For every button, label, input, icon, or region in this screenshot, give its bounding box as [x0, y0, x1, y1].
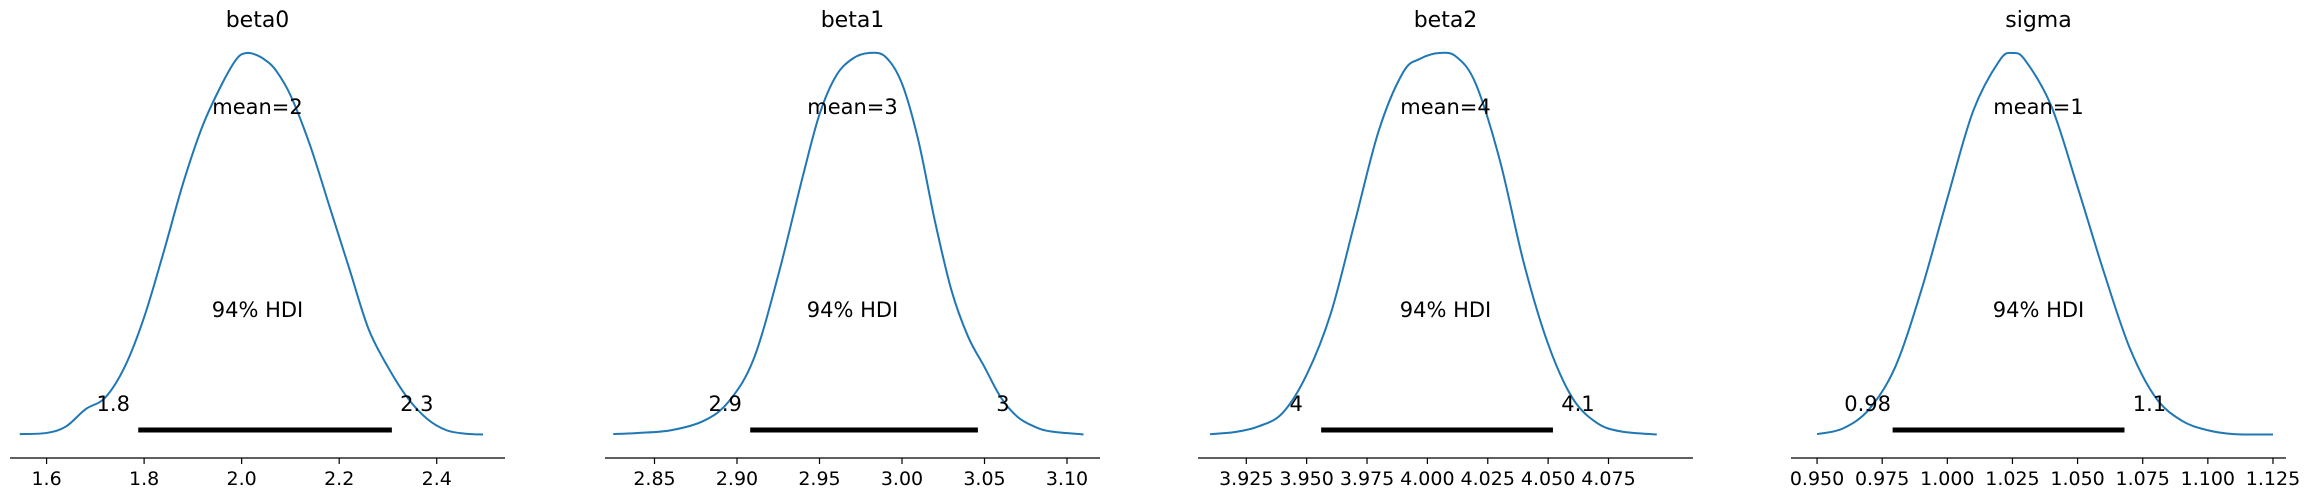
- x-tick-label: 1.075: [2116, 468, 2170, 490]
- kde-curve: [1816, 51, 2273, 436]
- hdi-label: 94% HDI: [1993, 298, 2085, 322]
- x-tick-label: 2.90: [716, 468, 758, 490]
- x-tick-label: 2.4: [422, 468, 452, 490]
- x-tick-label: 0.975: [1855, 468, 1909, 490]
- panel-title: beta2: [1414, 8, 1478, 33]
- hdi-high-label: 2.3: [400, 392, 433, 416]
- x-tick-label: 2.2: [324, 468, 354, 490]
- x-tick-label: 1.025: [1985, 468, 2039, 490]
- hdi-low-label: 1.8: [97, 392, 130, 416]
- x-tick-label: 1.100: [2181, 468, 2235, 490]
- panel-title: beta1: [821, 8, 885, 33]
- hdi-label: 94% HDI: [807, 298, 899, 322]
- x-tick-label: 2.85: [633, 468, 675, 490]
- panel-beta2: beta2 mean=4 94% HDI 4 4.1 3.925 3.950 3.975 4.0…: [1198, 8, 1693, 490]
- kde-curve: [1209, 51, 1657, 436]
- x-tick-label: 4.000: [1400, 468, 1454, 490]
- x-tick-label: 3.950: [1279, 468, 1333, 490]
- x-tick-label: 1.6: [31, 468, 61, 490]
- mean-label: mean=1: [1993, 95, 2084, 119]
- panel-beta1: beta1 mean=3 94% HDI 2.9 3 2.85 2.90 2.95 3.00 3.…: [605, 8, 1100, 490]
- x-tick-label: 3.05: [963, 468, 1005, 490]
- panel-title: beta0: [226, 8, 290, 33]
- kde-curve: [19, 51, 484, 436]
- x-tick-label: 1.000: [1920, 468, 1974, 490]
- mean-label: mean=2: [212, 95, 303, 119]
- x-tick-label: 3.00: [881, 468, 923, 490]
- kde-curve: [613, 51, 1084, 436]
- hdi-label: 94% HDI: [1400, 298, 1492, 322]
- hdi-high-label: 3: [996, 392, 1009, 416]
- hdi-low-label: 2.9: [708, 392, 741, 416]
- x-tick-label: 1.125: [2246, 468, 2300, 490]
- hdi-label: 94% HDI: [212, 298, 304, 322]
- x-tick-label: 3.975: [1340, 468, 1394, 490]
- mean-label: mean=4: [1400, 95, 1491, 119]
- hdi-low-label: 4: [1289, 392, 1302, 416]
- x-tick-label: 3.10: [1046, 468, 1088, 490]
- panel-sigma: sigma mean=1 94% HDI 0.98 1.1 0.950 0.975 1.000…: [1790, 8, 2300, 490]
- x-tick-label: 1.8: [129, 468, 159, 490]
- x-tick-label: 4.025: [1461, 468, 1515, 490]
- x-tick-label: 2.95: [798, 468, 840, 490]
- panel-beta0: beta0 mean=2 94% HDI 1.8 2.3 1.6 1.8 2.0 2.2 2.4: [10, 8, 505, 490]
- x-tick-label: 4.075: [1581, 468, 1635, 490]
- x-tick-label: 2.0: [227, 468, 257, 490]
- x-tick-label: 1.050: [2050, 468, 2104, 490]
- hdi-low-label: 0.98: [1844, 392, 1891, 416]
- hdi-high-label: 1.1: [2133, 392, 2166, 416]
- mean-label: mean=3: [807, 95, 898, 119]
- hdi-high-label: 4.1: [1561, 392, 1594, 416]
- x-tick-label: 0.950: [1790, 468, 1844, 490]
- panel-title: sigma: [2005, 8, 2071, 33]
- x-tick-label: 3.925: [1219, 468, 1273, 490]
- x-tick-label: 4.050: [1521, 468, 1575, 490]
